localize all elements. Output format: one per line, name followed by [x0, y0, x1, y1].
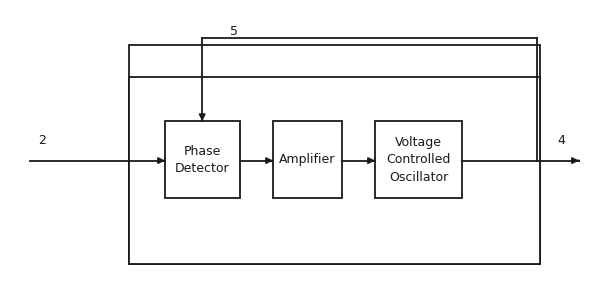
- Bar: [375, 121, 462, 198]
- Text: 5: 5: [230, 25, 238, 38]
- Bar: [165, 121, 240, 198]
- Text: 4: 4: [557, 135, 565, 147]
- Bar: [273, 121, 342, 198]
- Text: Phase: Phase: [184, 145, 221, 158]
- Text: Voltage: Voltage: [395, 136, 442, 149]
- Bar: [129, 77, 540, 264]
- Text: Oscillator: Oscillator: [389, 171, 448, 184]
- Text: Controlled: Controlled: [386, 153, 451, 166]
- Text: Amplifier: Amplifier: [280, 153, 335, 166]
- Bar: [129, 45, 540, 264]
- Text: 2: 2: [38, 135, 46, 147]
- Text: Detector: Detector: [175, 162, 230, 175]
